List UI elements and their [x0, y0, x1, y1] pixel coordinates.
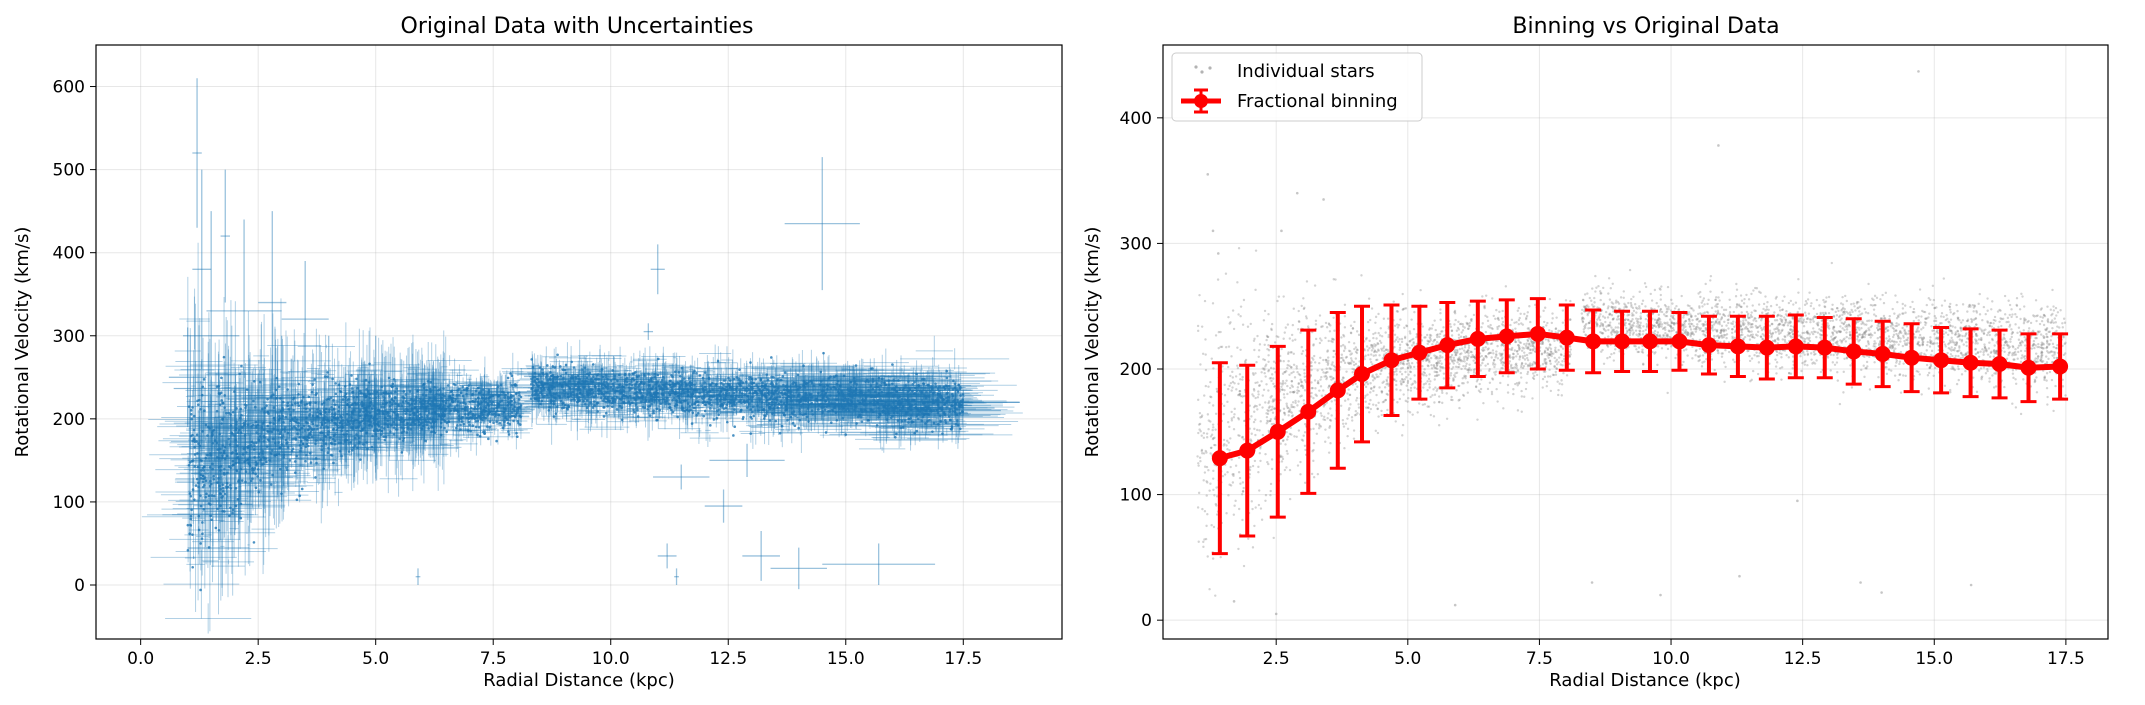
left-grid	[96, 45, 1062, 639]
left-plot-area	[141, 78, 1023, 634]
left-chart-title: Original Data with Uncertainties	[401, 14, 754, 39]
left-chart: Original Data with Uncertainties 0.0 2.5 5…	[12, 14, 1063, 691]
